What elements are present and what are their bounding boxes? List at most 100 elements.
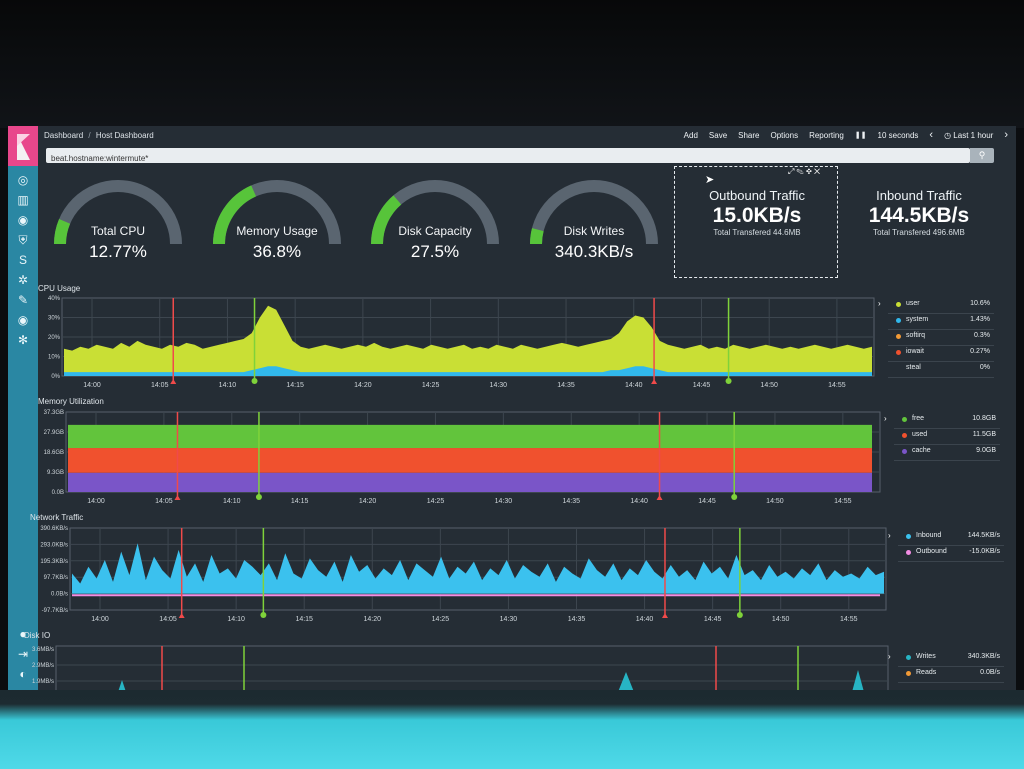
save-button[interactable]: Save: [708, 130, 728, 140]
eye-icon[interactable]: ◉: [17, 313, 29, 327]
cpu-usage-chart[interactable]: 14:00 14:05 14:10 14:15 14:20 14:25 14:30 14:35…: [36, 294, 876, 390]
metric-title: Outbound Traffic: [709, 188, 805, 203]
gauge-disk-writes: Disk Writes 340.3KB/s: [524, 178, 664, 278]
legend-label: user: [906, 300, 920, 307]
plot-frame: [55, 645, 889, 692]
y-tick-label: 293.0KB/s: [40, 542, 68, 548]
outbound-panel-selected[interactable]: [674, 166, 838, 278]
series-inbound-area: [72, 543, 884, 594]
search-button[interactable]: ⚲: [970, 148, 994, 163]
legend-row-system[interactable]: system 1.43%: [888, 314, 994, 330]
legend-value: 0%: [979, 364, 990, 371]
legend-row-cache[interactable]: cache 9.0GB: [894, 445, 1000, 461]
gauge-arc: [371, 180, 499, 245]
gauge-track: [54, 180, 182, 245]
x-tick-label: 14:40: [630, 498, 648, 505]
collapse-icon[interactable]: ◐: [19, 667, 27, 681]
gauge-value: 36.8%: [252, 242, 302, 261]
y-tick-label: 27.9GB: [44, 430, 64, 436]
breadcrumb-host-dashboard: Host Dashboard: [95, 131, 154, 140]
panel-controls[interactable]: ⤢✎✥✕: [788, 167, 823, 176]
legend-toggle-icon[interactable]: ›: [888, 652, 891, 661]
legend-row-reads[interactable]: Reads 0.0B/s: [898, 667, 1004, 683]
gauge-title: Memory Usage: [236, 224, 318, 238]
network-traffic-legend: › Inbound 144.5KB/s Outbound -15.0KB/s: [888, 530, 1004, 562]
legend-value: 144.5KB/s: [967, 532, 1000, 539]
annotation-heart-icon: [251, 378, 258, 384]
legend-row-writes[interactable]: › Writes 340.3KB/s: [888, 651, 1004, 667]
breadcrumb-dashboard[interactable]: Dashboard: [44, 131, 84, 140]
user-icon[interactable]: ●: [19, 627, 27, 641]
legend-label: Inbound: [916, 532, 942, 539]
legend-label: used: [912, 431, 928, 438]
legend-row-steal[interactable]: steal 0%: [888, 362, 994, 378]
share-button[interactable]: Share: [738, 130, 760, 140]
x-tick-label: 14:45: [698, 498, 716, 505]
legend-row-softirq[interactable]: softirq 0.3%: [888, 330, 994, 346]
wrench-icon[interactable]: ✎: [17, 293, 29, 307]
legend-color-dot: [896, 318, 901, 323]
gauge-fill: [213, 185, 257, 245]
pause-icon[interactable]: ❚❚: [854, 132, 867, 139]
memory-utilization-chart[interactable]: 14:00 14:05 14:10 14:15 14:20 14:25 14:30 14:35…: [36, 408, 882, 506]
legend-toggle-icon[interactable]: ›: [888, 531, 891, 540]
shield-icon[interactable]: ⛨: [18, 233, 28, 247]
gauge-total-cpu: Total CPU 12.77%: [48, 178, 188, 278]
y-tick-label: 0%: [51, 374, 60, 380]
legend-label: free: [912, 415, 925, 422]
legend-value: 11.5GB: [972, 431, 996, 438]
logout-icon[interactable]: ⇥: [17, 647, 29, 661]
legend-color-dot: [906, 655, 911, 660]
y-tick-label: 195.3KB/s: [40, 559, 68, 565]
search-input[interactable]: [46, 151, 936, 166]
legend-color-dot: [906, 550, 911, 555]
compass-icon[interactable]: ◎: [17, 173, 29, 187]
disk-io-title: Disk IO: [24, 631, 51, 640]
legend-value: 10.6%: [970, 300, 990, 307]
top-menu: Add Save Share Options Reporting ❚❚ 10 s…: [684, 129, 1008, 141]
legend-value: 10.8GB: [972, 415, 996, 422]
legend-row-iowait[interactable]: iowait 0.27%: [888, 346, 994, 362]
legend-row-outbound[interactable]: Outbound -15.0KB/s: [898, 546, 1004, 562]
legend-color-dot: [896, 302, 901, 307]
options-button[interactable]: Options: [770, 130, 799, 140]
next-time-icon[interactable]: ›: [1004, 129, 1008, 141]
timelion-icon[interactable]: S: [18, 253, 27, 267]
prev-time-icon[interactable]: ‹: [929, 129, 934, 141]
x-tick-label: 14:20: [359, 498, 377, 505]
y-tick-label: 3.6MB/s: [32, 647, 54, 653]
disk-io-legend: › Writes 340.3KB/s Reads 0.0B/s: [888, 651, 1004, 683]
legend-value: -15.0KB/s: [969, 548, 1000, 555]
x-tick-label: 14:15: [291, 498, 309, 505]
x-tick-label: 14:45: [704, 616, 722, 623]
legend-row-inbound[interactable]: › Inbound 144.5KB/s: [888, 530, 1004, 546]
legend-row-user[interactable]: › user 10.6%: [878, 298, 994, 314]
reporting-button[interactable]: Reporting: [809, 130, 844, 140]
gauge-title: Disk Capacity: [398, 224, 472, 238]
annotation-heart-icon: [725, 378, 732, 384]
x-tick-label: 14:15: [286, 382, 304, 389]
time-picker[interactable]: ◷ Last 1 hour: [944, 131, 993, 140]
dashboard-icon[interactable]: ◉: [17, 213, 29, 227]
gear-icon[interactable]: ✻: [17, 333, 29, 347]
annotation-heart-icon: [736, 612, 743, 618]
legend-toggle-icon[interactable]: ›: [878, 299, 881, 308]
legend-row-used[interactable]: used 11.5GB: [894, 429, 1000, 445]
cpu-usage-title: CPU Usage: [38, 284, 81, 293]
x-tick-label: 14:00: [87, 498, 105, 505]
legend-toggle-icon[interactable]: ›: [884, 414, 887, 423]
network-traffic-chart[interactable]: 14:00 14:05 14:10 14:15 14:20 14:25 14:30 14:35…: [28, 524, 888, 624]
x-tick-label: 14:45: [693, 382, 711, 389]
disk-io-chart[interactable]: 3.6MB/s 2.9MB/s 1.9MB/s: [22, 642, 892, 692]
refresh-interval[interactable]: 10 seconds: [877, 130, 919, 140]
x-tick-label: 14:05: [155, 498, 173, 505]
kibana-logo-icon[interactable]: [8, 126, 38, 166]
bar-chart-icon[interactable]: ▥: [17, 193, 29, 207]
metric-sub-value: 44.6MB: [773, 228, 801, 237]
legend-color-dot: [896, 350, 901, 355]
add-button[interactable]: Add: [683, 130, 698, 140]
x-tick-label: 14:30: [495, 498, 513, 505]
legend-value: 0.0B/s: [980, 669, 1000, 676]
legend-row-free[interactable]: › free 10.8GB: [884, 413, 1000, 429]
ml-icon[interactable]: ✲: [17, 273, 29, 287]
